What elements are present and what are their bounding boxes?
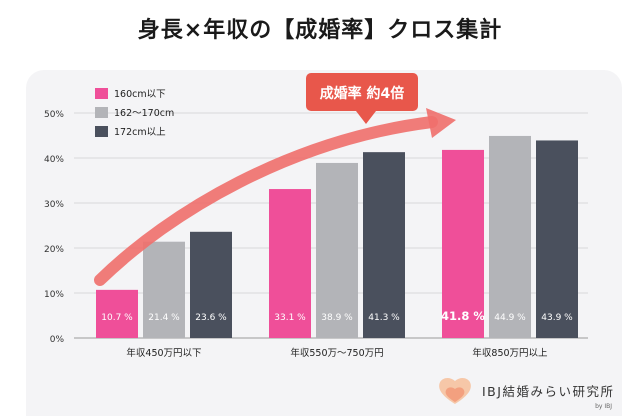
legend-swatch-2 (95, 107, 108, 118)
bar-value-label: 43.9 % (541, 313, 573, 323)
y-tick-label: 40% (44, 155, 64, 165)
y-tick-label: 30% (44, 200, 64, 210)
legend-swatch-3 (95, 126, 108, 137)
legend-label-1: 160cm以下 (114, 89, 166, 100)
bar (316, 162, 358, 338)
bar-value-label: 23.6 % (195, 313, 227, 323)
callout: 成婚率 約4倍 (306, 73, 418, 124)
bar (143, 241, 185, 338)
bar (363, 152, 405, 338)
trend-arrow-line (94, 116, 438, 286)
bar-value-label: 41.8 % (441, 309, 485, 323)
bars: 10.7 % 33.1 % 41.8 % 21.4 % 38.9 % 44.9 % 23.6… (96, 135, 578, 338)
bar-value-label: 10.7 % (101, 313, 133, 323)
x-category-label: 年収850万円以上 (472, 347, 548, 359)
legend-swatch-1 (95, 88, 108, 99)
bar (269, 189, 311, 338)
legend-label-2: 162〜170cm (114, 108, 174, 119)
page-title: 身長×年収の【成婚率】クロス集計 (137, 18, 503, 43)
callout-text: 成婚率 約4倍 (320, 85, 405, 102)
brand-logo: IBJ結婚みらい研究所 by IBJ (439, 377, 614, 410)
bar-value-label: 21.4 % (148, 313, 180, 323)
bar (489, 135, 531, 338)
bar (442, 149, 484, 338)
y-tick-label: 20% (44, 245, 64, 255)
bar-value-label: 44.9 % (494, 313, 526, 323)
x-category-label: 年収450万円以下 (126, 347, 201, 359)
brand-sub: by IBJ (595, 403, 612, 410)
bar-value-label: 33.1 % (274, 313, 306, 323)
callout-tail (356, 111, 376, 124)
bar (96, 289, 138, 338)
y-tick-label: 50% (44, 110, 64, 120)
legend-item-3: 172cm以上 (95, 126, 166, 138)
x-axis: 年収450万円以下 年収550万〜750万円 年収850万円以上 (126, 347, 548, 359)
trend-arrow-head (426, 108, 456, 138)
bar (536, 140, 578, 338)
brand-name: IBJ結婚みらい研究所 (482, 384, 614, 399)
legend-item-1: 160cm以下 (95, 88, 166, 100)
y-tick-label: 0% (50, 335, 65, 345)
legend-item-2: 162〜170cm (95, 107, 174, 119)
callout-box (306, 73, 418, 111)
y-tick-label: 10% (44, 290, 64, 300)
trend-arrow (94, 108, 456, 286)
legend-label-3: 172cm以上 (114, 127, 166, 138)
bar-value-label: 38.9 % (321, 313, 353, 323)
y-axis: 0% 10% 20% 30% 40% 50% (44, 110, 64, 345)
legend: 160cm以下 162〜170cm 172cm以上 (95, 88, 174, 138)
x-category-label: 年収550万〜750万円 (290, 347, 383, 359)
bar (190, 231, 232, 338)
bar-value-label: 41.3 % (368, 313, 400, 323)
